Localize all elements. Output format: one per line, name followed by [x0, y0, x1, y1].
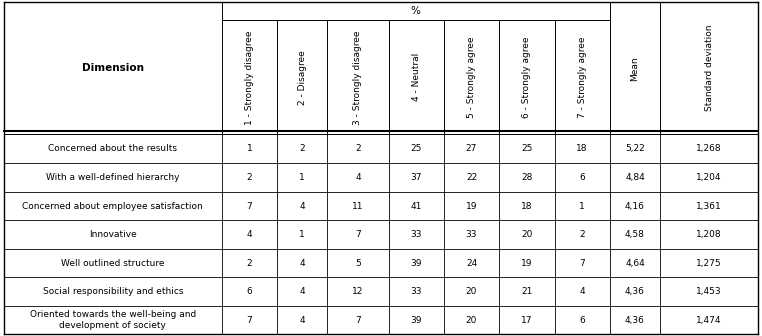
Text: Dimension: Dimension	[82, 63, 144, 73]
Text: 2: 2	[247, 173, 252, 182]
Text: 25: 25	[521, 144, 533, 154]
Text: 1: 1	[579, 202, 585, 211]
Text: Mean: Mean	[630, 56, 639, 81]
Text: 21: 21	[521, 287, 533, 296]
Text: 20: 20	[466, 287, 477, 296]
Text: 28: 28	[521, 173, 533, 182]
Text: 22: 22	[466, 173, 477, 182]
Text: 27: 27	[466, 144, 477, 154]
Text: 19: 19	[466, 202, 477, 211]
Text: 6 - Strongly agree: 6 - Strongly agree	[522, 37, 531, 118]
Text: 4: 4	[247, 230, 252, 239]
Text: 5,22: 5,22	[625, 144, 645, 154]
Text: 3 - Strongly disagree: 3 - Strongly disagree	[354, 30, 363, 125]
Text: Concerned about the results: Concerned about the results	[48, 144, 178, 154]
Text: 4: 4	[299, 202, 305, 211]
Text: 39: 39	[411, 258, 422, 267]
Text: 4: 4	[299, 316, 305, 325]
Text: 1,275: 1,275	[696, 258, 722, 267]
Text: 7: 7	[247, 316, 252, 325]
Text: 20: 20	[521, 230, 533, 239]
Text: 6: 6	[579, 316, 585, 325]
Text: 4,16: 4,16	[625, 202, 645, 211]
Text: 24: 24	[466, 258, 477, 267]
Text: 1,474: 1,474	[696, 316, 722, 325]
Text: 4: 4	[299, 287, 305, 296]
Text: 1,208: 1,208	[696, 230, 722, 239]
Text: 5 - Strongly agree: 5 - Strongly agree	[467, 37, 476, 118]
Text: Concerned about employee satisfaction: Concerned about employee satisfaction	[22, 202, 203, 211]
Text: 1: 1	[299, 230, 305, 239]
Text: 37: 37	[411, 173, 422, 182]
Text: 2: 2	[247, 258, 252, 267]
Text: 18: 18	[521, 202, 533, 211]
Text: 4 - Neutral: 4 - Neutral	[411, 53, 421, 101]
Text: 4,64: 4,64	[625, 258, 645, 267]
Text: 12: 12	[352, 287, 363, 296]
Text: 33: 33	[466, 230, 477, 239]
Text: 39: 39	[411, 316, 422, 325]
Text: 1,204: 1,204	[696, 173, 722, 182]
Text: 7: 7	[247, 202, 252, 211]
Text: 1,361: 1,361	[696, 202, 722, 211]
Text: 20: 20	[466, 316, 477, 325]
Text: With a well-defined hierarchy: With a well-defined hierarchy	[46, 173, 180, 182]
Text: 41: 41	[411, 202, 422, 211]
Text: 7 - Strongly agree: 7 - Strongly agree	[578, 37, 587, 118]
Text: 6: 6	[579, 173, 585, 182]
Text: 4,58: 4,58	[625, 230, 645, 239]
Text: 17: 17	[521, 316, 533, 325]
Text: 1: 1	[247, 144, 252, 154]
Text: %: %	[411, 6, 421, 16]
Text: 4,36: 4,36	[625, 287, 645, 296]
Text: 33: 33	[411, 287, 422, 296]
Text: 4,36: 4,36	[625, 316, 645, 325]
Text: 2: 2	[299, 144, 305, 154]
Text: Oriented towards the well-being and
development of society: Oriented towards the well-being and deve…	[30, 310, 196, 330]
Text: 4: 4	[579, 287, 585, 296]
Text: 2: 2	[579, 230, 585, 239]
Text: 4: 4	[299, 258, 305, 267]
Text: 7: 7	[355, 230, 361, 239]
Text: 4: 4	[355, 173, 360, 182]
Text: Well outlined structure: Well outlined structure	[61, 258, 165, 267]
Text: Innovative: Innovative	[89, 230, 136, 239]
Text: 6: 6	[247, 287, 252, 296]
Text: 5: 5	[355, 258, 361, 267]
Text: 1: 1	[299, 173, 305, 182]
Text: 1,268: 1,268	[696, 144, 722, 154]
Text: 1,453: 1,453	[696, 287, 722, 296]
Text: 7: 7	[355, 316, 361, 325]
Text: 33: 33	[411, 230, 422, 239]
Text: 2 - Disagree: 2 - Disagree	[298, 50, 307, 105]
Text: Standard deviation: Standard deviation	[705, 25, 714, 112]
Text: 2: 2	[355, 144, 360, 154]
Text: 11: 11	[352, 202, 363, 211]
Text: 1 - Strongly disagree: 1 - Strongly disagree	[245, 30, 254, 125]
Text: Social responsibility and ethics: Social responsibility and ethics	[43, 287, 183, 296]
Text: 18: 18	[576, 144, 588, 154]
Text: 7: 7	[579, 258, 585, 267]
Text: 4,84: 4,84	[625, 173, 645, 182]
Text: 25: 25	[411, 144, 422, 154]
Text: 19: 19	[521, 258, 533, 267]
